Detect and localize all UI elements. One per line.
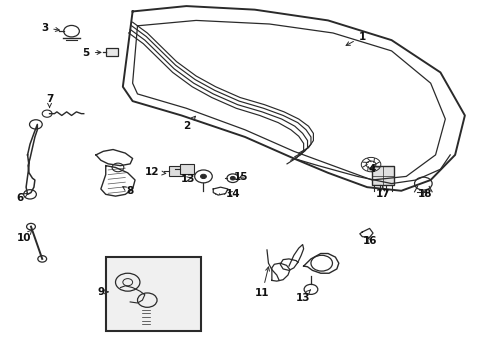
Text: 17: 17 — [375, 186, 390, 199]
Text: 14: 14 — [225, 189, 240, 199]
Text: 13: 13 — [295, 290, 311, 303]
Bar — [106, 48, 118, 56]
Text: 7: 7 — [46, 94, 53, 107]
Text: 10: 10 — [17, 230, 32, 243]
Circle shape — [200, 174, 206, 179]
Bar — [106, 257, 201, 330]
Text: 4: 4 — [368, 164, 376, 174]
Text: 16: 16 — [362, 236, 377, 246]
Text: 13: 13 — [181, 174, 195, 184]
Circle shape — [230, 176, 235, 180]
Bar — [180, 163, 194, 174]
Text: 9: 9 — [98, 287, 108, 297]
Text: 6: 6 — [17, 193, 27, 203]
Text: 15: 15 — [234, 172, 248, 182]
Text: 18: 18 — [417, 189, 432, 199]
Text: 1: 1 — [346, 32, 366, 45]
Text: 11: 11 — [255, 267, 270, 298]
Text: 12: 12 — [145, 167, 166, 177]
Text: 2: 2 — [183, 116, 196, 131]
Bar — [372, 166, 394, 185]
Text: 5: 5 — [83, 48, 101, 58]
Text: 3: 3 — [41, 23, 59, 33]
Text: 8: 8 — [123, 186, 134, 197]
Bar — [169, 166, 183, 176]
